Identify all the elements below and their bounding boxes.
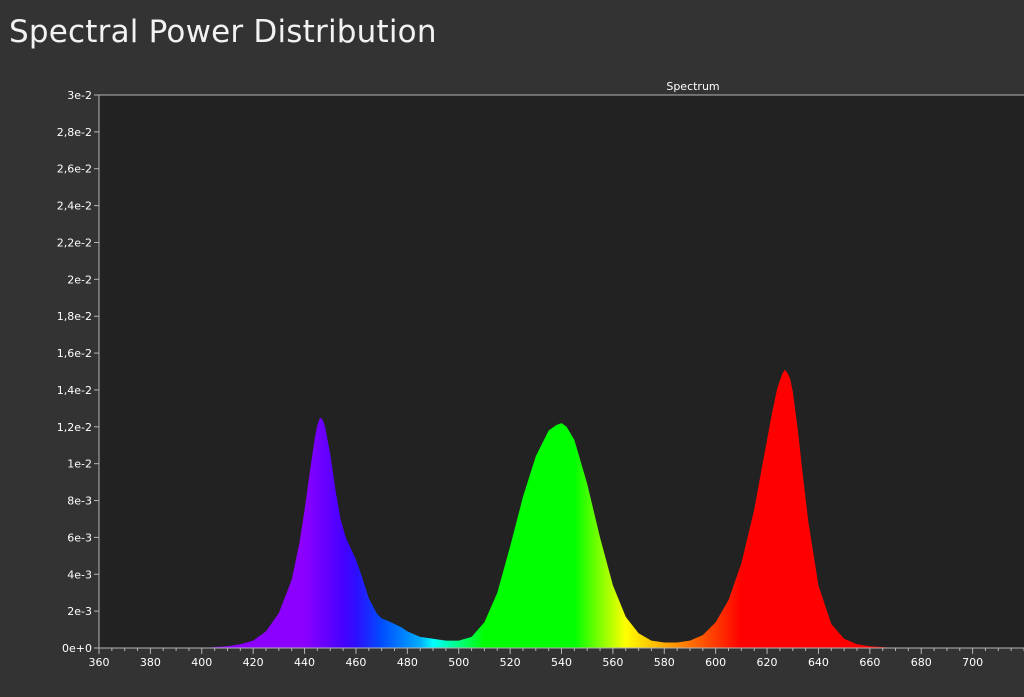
y-tick-label: 1,2e-2: [57, 421, 92, 434]
page-title: Spectral Power Distribution: [9, 14, 437, 50]
x-tick-label: 580: [654, 656, 675, 669]
y-tick-label: 2e-3: [67, 605, 92, 618]
x-tick-label: 540: [551, 656, 572, 669]
y-tick-label: 1,6e-2: [57, 347, 92, 360]
y-tick-label: 2e-2: [67, 273, 92, 286]
x-tick-label: 400: [191, 656, 212, 669]
x-tick-label: 360: [89, 656, 110, 669]
y-tick-label: 3e-2: [67, 89, 92, 102]
x-tick-label: 420: [243, 656, 264, 669]
x-tick-label: 620: [757, 656, 778, 669]
y-tick-label: 1,4e-2: [57, 384, 92, 397]
x-tick-label: 600: [705, 656, 726, 669]
x-tick-label: 660: [859, 656, 880, 669]
x-tick-label: 560: [602, 656, 623, 669]
y-tick-label: 2,4e-2: [57, 200, 92, 213]
y-tick-label: 2,2e-2: [57, 236, 92, 249]
x-tick-label: 480: [397, 656, 418, 669]
x-tick-label: 500: [448, 656, 469, 669]
x-tick-label: 640: [808, 656, 829, 669]
x-tick-label: 680: [911, 656, 932, 669]
x-tick-label: 520: [500, 656, 521, 669]
y-tick-label: 1,8e-2: [57, 310, 92, 323]
y-tick-label: 1e-2: [67, 458, 92, 471]
y-tick-label: 6e-3: [67, 531, 92, 544]
x-tick-label: 380: [140, 656, 161, 669]
y-tick-label: 8e-3: [67, 495, 92, 508]
y-tick-label: 0e+0: [62, 642, 92, 655]
x-tick-label: 440: [294, 656, 315, 669]
spectrum-area: [201, 369, 1024, 648]
y-tick-label: 4e-3: [67, 568, 92, 581]
chart-title: Spectrum: [666, 80, 719, 93]
x-tick-label: 700: [962, 656, 983, 669]
y-tick-label: 2,8e-2: [57, 126, 92, 139]
plot-area: 0e+0 2e-3 4e-3 6e-3 8e-3 1e-2 1,2e-2 1,4e-2 1,6e…: [57, 89, 1024, 669]
y-tick-label: 2,6e-2: [57, 163, 92, 176]
x-tick-label: 460: [345, 656, 366, 669]
